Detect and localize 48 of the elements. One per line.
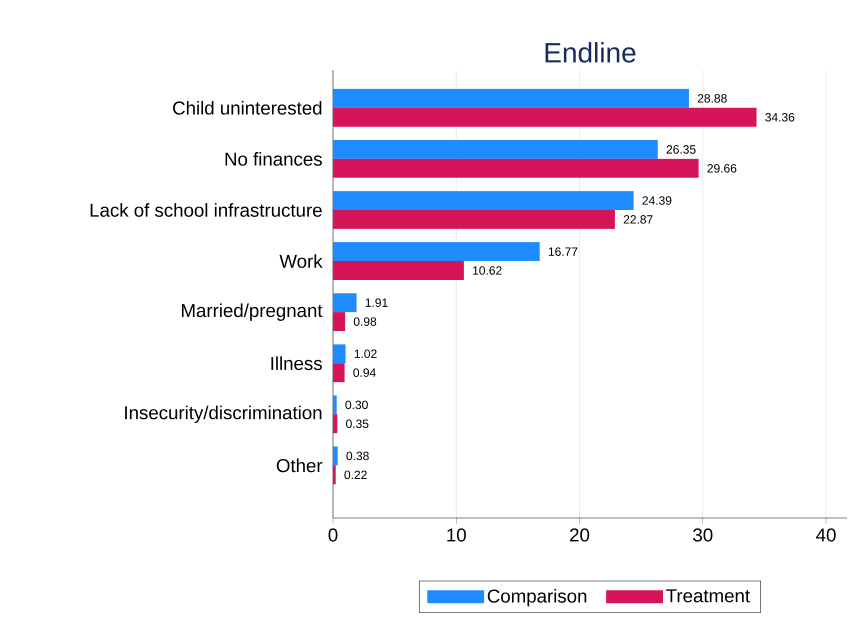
bar (333, 210, 615, 229)
bar (333, 363, 345, 382)
data-label: 0.22 (344, 470, 367, 480)
bar (333, 261, 464, 280)
bar (333, 158, 699, 178)
bar (333, 465, 336, 484)
data-label: 0.38 (346, 452, 369, 460)
data-label: 16.77 (548, 247, 578, 256)
bar (333, 293, 357, 312)
legend-label: Treatment (666, 589, 750, 602)
data-label: 0.98 (354, 317, 376, 326)
y-tick-label: Insecurity/discrimination (125, 406, 322, 423)
chart-title: Endline (546, 42, 636, 63)
legend-label: Comparison (488, 588, 586, 606)
y-tick-label: Work (279, 254, 323, 268)
y-tick-label: Married/pregnant (182, 303, 322, 321)
bar (333, 395, 337, 414)
data-label: 0.35 (346, 419, 368, 428)
y-tick-label: No finances (226, 152, 322, 166)
data-label: 34.36 (765, 113, 794, 122)
data-label: 10.62 (473, 266, 502, 275)
bar (333, 446, 338, 466)
data-label: 24.39 (642, 196, 672, 205)
bar (333, 414, 338, 434)
bar (333, 108, 757, 127)
bar (333, 140, 658, 159)
y-tick-label: Lack of school infrastructure (90, 203, 322, 217)
x-tick-label: 30 (693, 528, 712, 542)
bar (333, 88, 689, 108)
data-label: 22.87 (624, 215, 653, 224)
bar (333, 191, 634, 210)
data-label: 0.94 (353, 368, 376, 377)
data-label: 29.66 (707, 164, 736, 173)
data-label: 1.02 (354, 350, 377, 358)
bar (333, 242, 540, 262)
data-label: 28.88 (698, 94, 727, 103)
x-tick-label: 10 (447, 528, 466, 542)
y-tick-label: Other (276, 458, 322, 472)
data-label: 1.91 (366, 298, 388, 307)
bar (333, 312, 346, 332)
bar (333, 344, 346, 364)
y-tick-label: Illness (271, 356, 322, 370)
y-tick-label: Child uninterested (173, 100, 322, 115)
data-label: 0.30 (345, 400, 368, 410)
x-tick-label: 40 (816, 528, 836, 542)
x-tick-label: 0 (328, 528, 338, 542)
data-label: 26.35 (666, 145, 696, 154)
x-tick-label: 20 (570, 528, 590, 542)
